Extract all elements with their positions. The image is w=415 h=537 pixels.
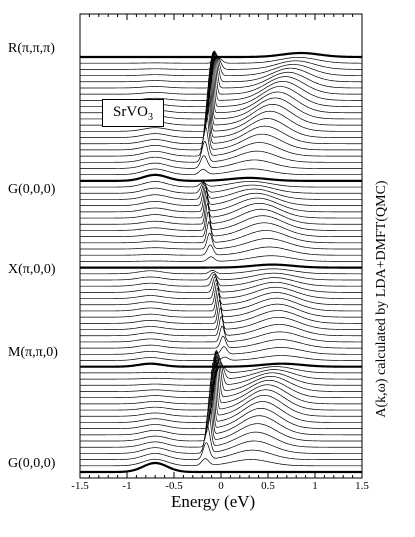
spectrum-curve: [80, 271, 362, 281]
x-tick-marks: [79, 14, 363, 478]
x-tick-label: -0.5: [165, 480, 183, 492]
spectrum-curve: [80, 369, 362, 429]
spectrum-curve: [80, 56, 362, 70]
spectrum-curve: [80, 51, 362, 89]
x-tick-label: -1: [122, 480, 132, 492]
spectrum-curve: [80, 278, 362, 299]
spectrum-curve: [80, 362, 362, 368]
spectrum-curve: [80, 183, 362, 207]
spectrum-curve: [80, 126, 362, 157]
spectrum-curve: [80, 113, 362, 151]
spectrum-curve: [80, 349, 362, 405]
x-tick-label: 1.5: [355, 480, 369, 492]
x-tick-label: -1.5: [71, 480, 89, 492]
spectrum-curve: [80, 442, 362, 460]
spectrum-curve: [80, 221, 362, 244]
kpoint-label-R: R(π,π,π): [8, 41, 55, 56]
legend-box: SrVO3: [102, 99, 164, 127]
spectrum-curve: [80, 99, 362, 145]
kpoint-label-G-top: G(0,0,0): [8, 182, 56, 197]
spectrum-curve: [80, 365, 362, 374]
spectrum-curve: [80, 273, 362, 287]
spectrum-curve: [80, 202, 362, 231]
spectrum-curve: [80, 182, 362, 200]
x-axis-label: Energy (eV): [171, 492, 256, 511]
y-axis-label: A(k,ω) calculated by LDA+DMFT(QMC): [374, 180, 389, 418]
spectrum-curve: [80, 155, 362, 169]
kpoint-label-G-bottom: G(0,0,0): [8, 456, 56, 471]
spectrum-curve: [80, 51, 362, 59]
spectrum-curve: [80, 425, 362, 454]
spectrum-curve: [80, 408, 362, 448]
spectrum-curve: [80, 211, 362, 237]
spectrum-curve: [80, 351, 362, 399]
kpoint-label-X: X(π,0,0): [8, 262, 56, 277]
spectrum-curve: [80, 335, 362, 349]
plot-frame: [79, 13, 363, 479]
spectrum-curve: [80, 299, 362, 324]
spectrum-curve: [80, 232, 362, 250]
spectrum-curve: [80, 57, 363, 64]
spectrum-curve: [80, 351, 362, 411]
spectrum-curve: [80, 307, 363, 330]
spectrum-curve: [80, 77, 362, 132]
spectrum-curve: [80, 255, 362, 262]
spectrum-curve: [80, 168, 362, 176]
spectrum-curve: [80, 353, 362, 392]
x-tick-label: 0.5: [261, 480, 275, 492]
spectrum-curve: [80, 282, 362, 306]
spectrum-curve: [80, 181, 362, 188]
spectrum-curve: [80, 52, 362, 83]
spectrum-curve: [80, 380, 362, 436]
spectrum-curve: [80, 355, 362, 361]
spectrum-curve: [80, 362, 362, 423]
spectrum-curve: [80, 325, 362, 343]
spectrum-curve: [80, 358, 362, 386]
spectrum-curve: [80, 50, 362, 95]
spectrum-curve: [80, 268, 362, 275]
spectrum-curve: [80, 195, 362, 225]
spectrum-curve: [80, 182, 362, 194]
spectrum-curve: [80, 88, 362, 138]
x-tick-label: 1: [312, 480, 318, 492]
x-tick-label: 0: [218, 480, 224, 492]
spectrum-curve: [80, 394, 362, 442]
spectrum-curve: [80, 186, 362, 213]
spectrum-curve: [80, 173, 362, 182]
spectrum-curve: [80, 346, 362, 355]
kpoint-label-M: M(π,π,0): [8, 345, 58, 360]
spectrum-curve: [80, 315, 362, 337]
spectrum-curve: [80, 140, 362, 163]
spectrum-curve: [80, 244, 362, 256]
spectrum-curve: [80, 275, 362, 293]
legend-label: SrVO3: [112, 103, 153, 123]
spectrum-curve: [80, 356, 362, 417]
spectrum-curve: [80, 458, 362, 467]
spectrum-curve: [80, 263, 362, 269]
spectrum-curve: [80, 54, 362, 76]
spectrum-curve: [80, 189, 362, 219]
